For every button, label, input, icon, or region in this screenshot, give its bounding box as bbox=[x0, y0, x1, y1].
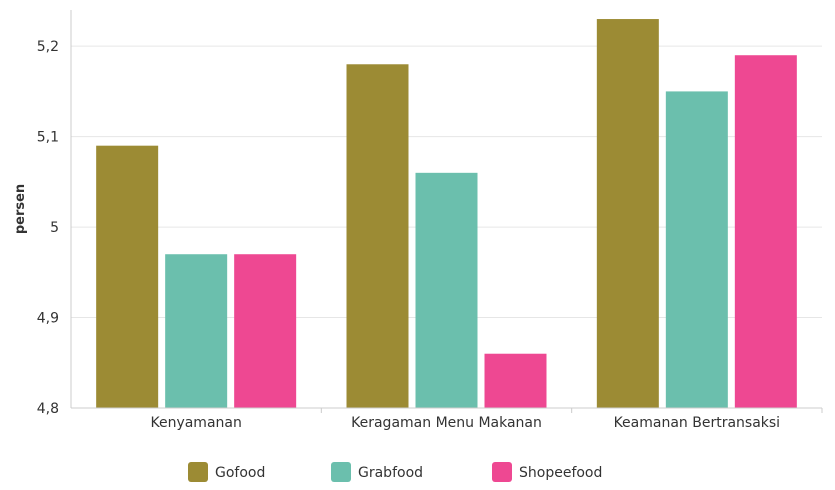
legend-swatch-gofood[interactable] bbox=[188, 462, 208, 482]
bar-grabfood-2 bbox=[665, 91, 728, 408]
legend-swatch-shopeefood[interactable] bbox=[492, 462, 512, 482]
y-tick-label: 5,2 bbox=[37, 39, 59, 55]
x-category-label: Kenyamanan bbox=[150, 415, 241, 431]
y-tick-label: 5 bbox=[50, 220, 59, 236]
bar-grabfood-0 bbox=[165, 254, 228, 408]
x-category-label: Keamanan Bertransaksi bbox=[614, 415, 781, 431]
legend-label-grabfood[interactable]: Grabfood bbox=[358, 465, 423, 481]
y-tick-label: 4,9 bbox=[37, 311, 59, 327]
bar-shopeefood-2 bbox=[734, 55, 797, 409]
bar-shopeefood-1 bbox=[484, 353, 547, 408]
legend-swatch-grabfood[interactable] bbox=[331, 462, 351, 482]
y-axis-label: persen bbox=[13, 184, 28, 234]
legend-label-shopeefood[interactable]: Shopeefood bbox=[519, 465, 602, 481]
bar-shopeefood-0 bbox=[234, 254, 297, 408]
x-category-label: Keragaman Menu Makanan bbox=[351, 415, 542, 431]
bar-gofood-1 bbox=[346, 64, 409, 408]
bar-grabfood-1 bbox=[415, 172, 478, 408]
y-tick-label: 4,8 bbox=[37, 401, 59, 417]
bar-gofood-2 bbox=[596, 19, 659, 409]
bar-gofood-0 bbox=[96, 145, 159, 408]
y-tick-label: 5,1 bbox=[37, 130, 59, 146]
legend-label-gofood[interactable]: Gofood bbox=[215, 465, 265, 481]
